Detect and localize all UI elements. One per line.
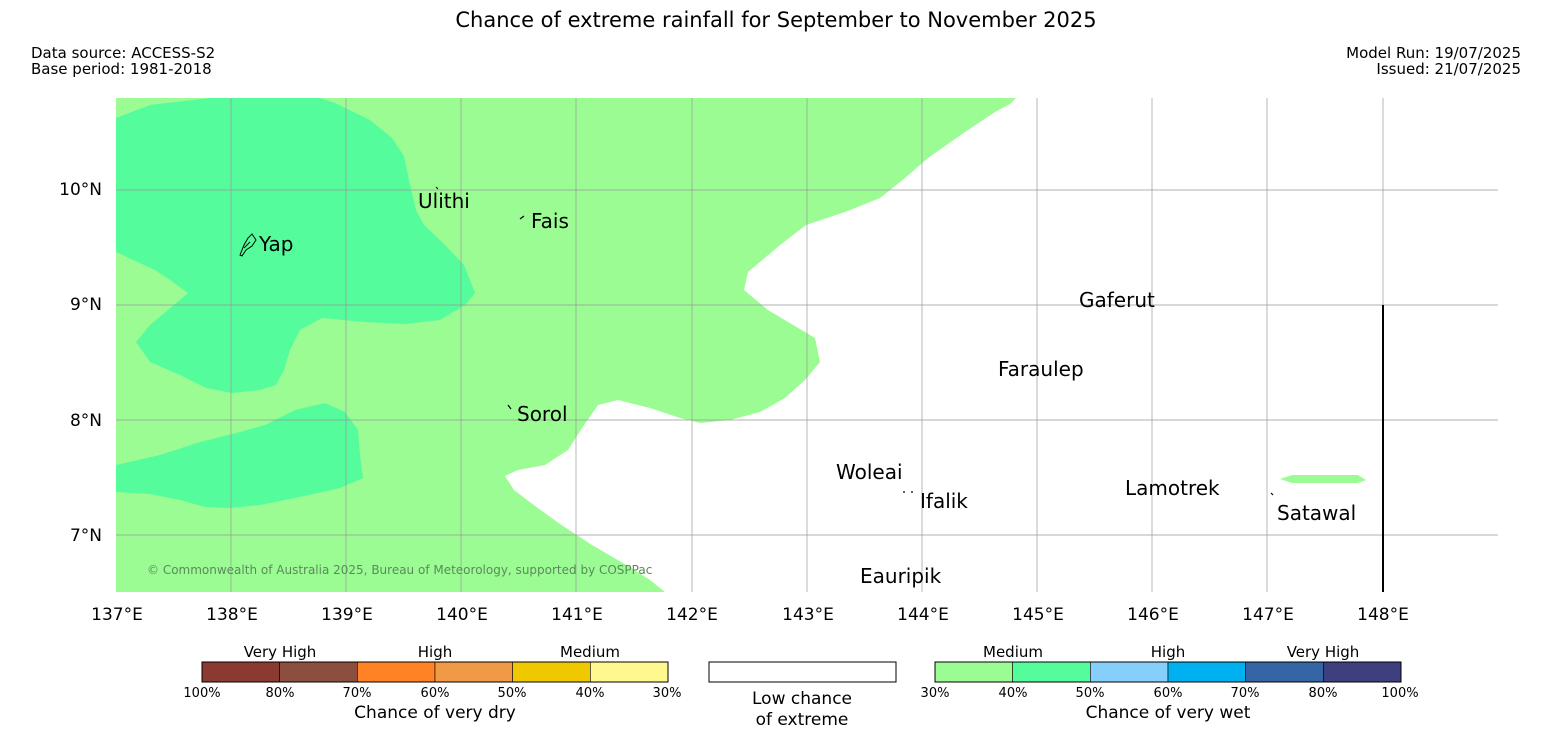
- legend-dry-swatch: [590, 661, 669, 683]
- legend-dry-swatch: [201, 661, 280, 683]
- place-label-lamotrek: Lamotrek: [1125, 476, 1220, 500]
- lat-label: 10°N: [59, 180, 102, 200]
- lon-label: 142°E: [666, 605, 718, 625]
- data-info: Data source: ACCESS-S2 Base period: 1981…: [31, 45, 215, 77]
- legend-dry-tick: 30%: [653, 686, 682, 701]
- legend-dry-head: Very High: [244, 643, 317, 661]
- base-period-label: Base period: 1981-2018: [31, 60, 212, 78]
- lon-label: 140°E: [436, 605, 488, 625]
- legend-wet-tick: 80%: [1309, 686, 1338, 701]
- high-wet-region-south: [116, 403, 363, 508]
- legend-dry-tick: 50%: [498, 686, 527, 701]
- place-label-sorol: Sorol: [517, 402, 568, 426]
- place-label-satawal: Satawal: [1277, 501, 1356, 525]
- legend-wet-tick: 50%: [1076, 686, 1105, 701]
- legend-dry-border: [201, 661, 669, 683]
- lon-label: 138°E: [206, 605, 258, 625]
- copyright-notice: © Commonwealth of Australia 2025, Bureau…: [147, 563, 652, 577]
- legend-low-swatch: [708, 661, 897, 683]
- lon-label: 143°E: [782, 605, 834, 625]
- lat-label: 9°N: [70, 295, 102, 315]
- legend-wet-swatch: [1167, 661, 1246, 683]
- legend-wet-caption: Chance of very wet: [1086, 703, 1251, 723]
- lon-label: 146°E: [1127, 605, 1179, 625]
- lamotrek-island-shape: [1270, 492, 1274, 496]
- lat-label: 8°N: [70, 411, 102, 431]
- place-label-ifalik: Ifalik: [920, 489, 968, 513]
- legend-dry-swatch: [279, 661, 358, 683]
- legend-wet-tick: 60%: [1154, 686, 1183, 701]
- model-run-label: Model Run: 19/07/2025: [1346, 44, 1521, 62]
- legend-wet-swatch: [1012, 661, 1091, 683]
- place-label-fais: Fais: [531, 209, 569, 233]
- lat-label: 7°N: [70, 526, 102, 546]
- legend-dry-tick: 80%: [266, 686, 295, 701]
- legend-wet-tick: 100%: [1381, 686, 1418, 701]
- legend-low-line1: Low chance: [752, 689, 852, 709]
- lon-label: 141°E: [551, 605, 603, 625]
- map-title: Chance of extreme rainfall for September…: [455, 8, 1097, 32]
- legend-dry-caption: Chance of very dry: [354, 703, 516, 723]
- issued-label: Issued: 21/07/2025: [1376, 60, 1521, 78]
- place-label-gaferut: Gaferut: [1079, 288, 1155, 312]
- legend-dry-swatches: [201, 661, 669, 683]
- ulithi-island-shape: [435, 186, 439, 190]
- fais-island-shape: [519, 215, 525, 220]
- high-wet-region-north: [116, 98, 475, 393]
- legend-dry-swatch: [357, 661, 436, 683]
- legend-wet-swatches: [934, 661, 1402, 683]
- legend-wet-swatch: [1323, 661, 1402, 683]
- lon-label: 144°E: [897, 605, 949, 625]
- legend-wet-swatch: [934, 661, 1013, 683]
- legend-dry-swatch: [434, 661, 513, 683]
- legend-dry-tick: 70%: [343, 686, 372, 701]
- legend-dry-tick: 40%: [576, 686, 605, 701]
- legend-wet-head: Medium: [983, 643, 1043, 661]
- legend-wet-head: High: [1151, 643, 1185, 661]
- legend-dry-head: High: [418, 643, 452, 661]
- legend-wet: Medium High Very High 30% 40% 50% 60% 70…: [921, 643, 1419, 723]
- legend-wet-tick: 40%: [999, 686, 1028, 701]
- legend-wet-swatch: [1090, 661, 1169, 683]
- place-label-woleai: Woleai: [836, 460, 903, 484]
- legend-wet-tick: 30%: [921, 686, 950, 701]
- lon-label: 148°E: [1357, 605, 1409, 625]
- map-plot-area: Yap Ulithi Fais Sorol Gaferut Faraulep W…: [116, 98, 1498, 592]
- sorol-island-shape: [507, 404, 512, 410]
- legend-dry-tick: 60%: [421, 686, 450, 701]
- legend-low-line2: of extreme: [756, 710, 849, 730]
- place-label-yap: Yap: [258, 232, 293, 256]
- legend-wet-swatch: [1245, 661, 1324, 683]
- legend-dry-swatch: [512, 661, 591, 683]
- run-info: Model Run: 19/07/2025 Issued: 21/07/2025: [1346, 45, 1521, 77]
- lon-label: 147°E: [1242, 605, 1294, 625]
- medium-wet-patch-east: [1280, 475, 1366, 483]
- legend-low: Low chance of extreme: [708, 661, 897, 730]
- legend-wet-head: Very High: [1287, 643, 1360, 661]
- data-source-label: Data source: ACCESS-S2: [31, 44, 216, 62]
- place-label-eauripik: Eauripik: [860, 564, 942, 588]
- legend-dry: Very High High Medium 100% 80% 70% 60% 5…: [183, 643, 681, 723]
- legend-wet-tick: 70%: [1231, 686, 1260, 701]
- legend-dry-tick: 100%: [183, 686, 220, 701]
- place-label-faraulep: Faraulep: [998, 357, 1084, 381]
- lon-label: 139°E: [321, 605, 373, 625]
- place-label-ulithi: Ulithi: [418, 189, 470, 213]
- lon-label: 137°E: [91, 605, 143, 625]
- yap-island-shape: [239, 233, 257, 257]
- lon-label: 145°E: [1012, 605, 1064, 625]
- legend-dry-head: Medium: [560, 643, 620, 661]
- legend-wet-border: [934, 661, 1402, 683]
